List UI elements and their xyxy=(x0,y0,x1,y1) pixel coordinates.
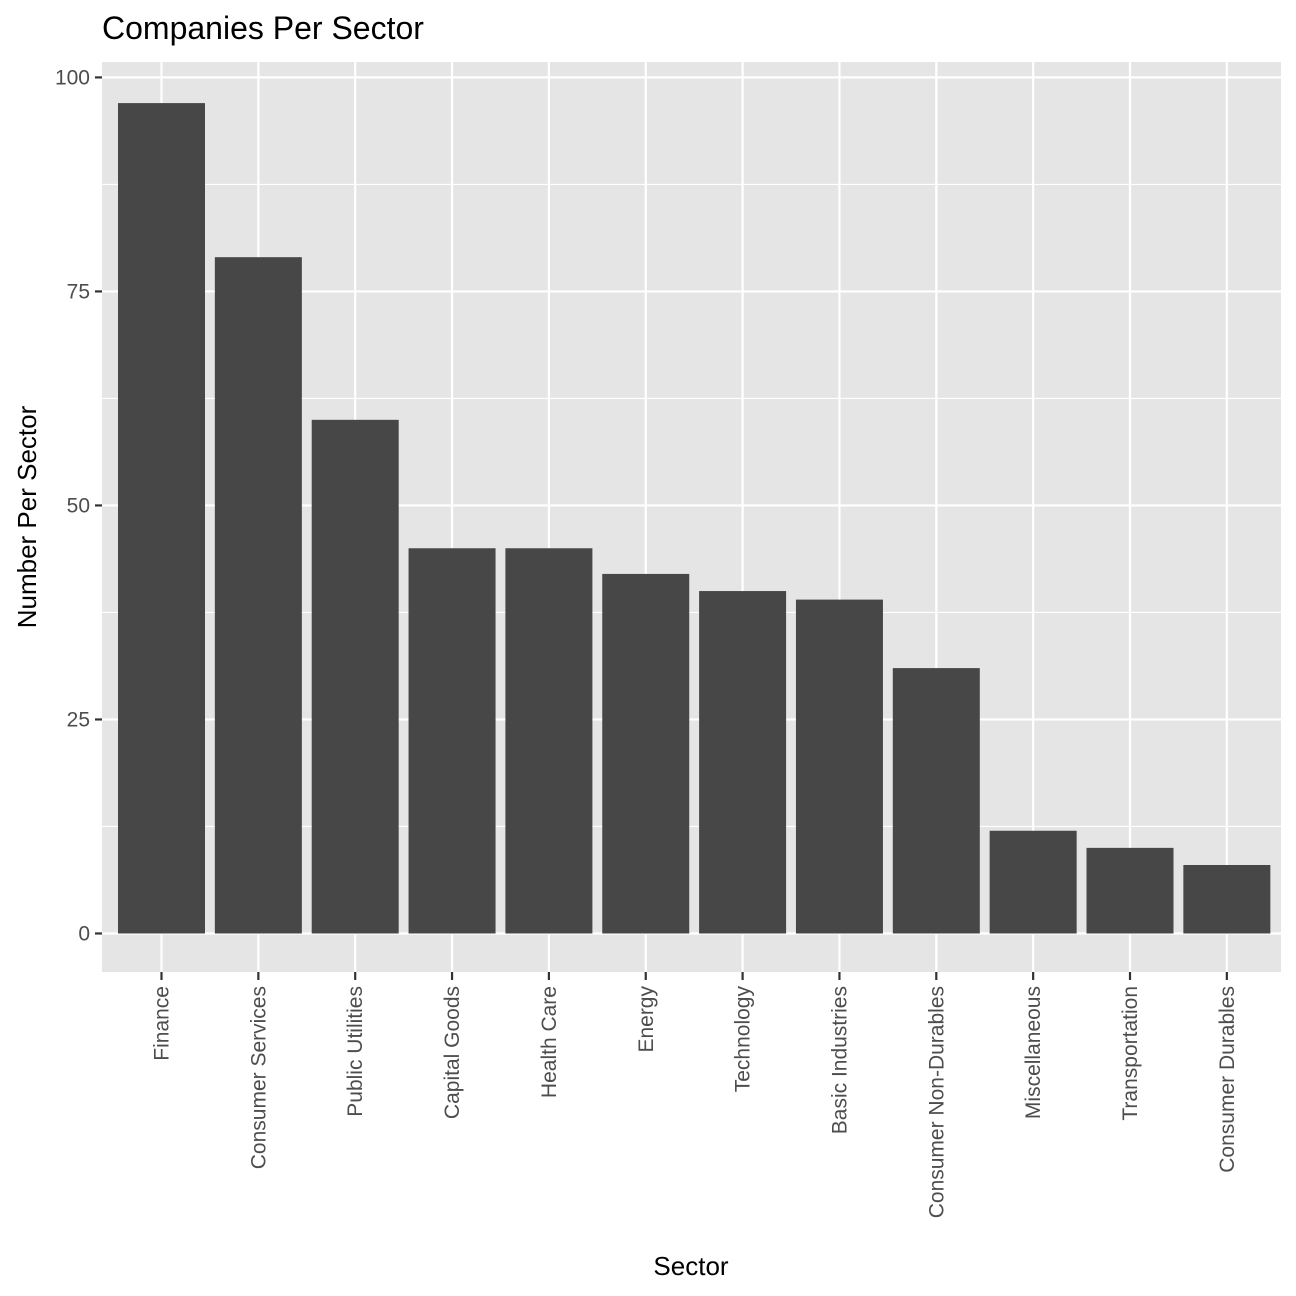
x-tick-label: Health Care xyxy=(538,986,561,1098)
chart-title: Companies Per Sector xyxy=(102,10,424,46)
bar xyxy=(795,599,883,934)
x-tick-label: Finance xyxy=(151,986,174,1061)
bar xyxy=(699,591,787,934)
bar xyxy=(892,668,980,934)
bar xyxy=(1086,847,1174,934)
bars xyxy=(118,103,1271,934)
bar xyxy=(214,257,302,934)
bar xyxy=(989,830,1077,934)
bar xyxy=(118,103,205,934)
x-tick-label: Public Utilities xyxy=(344,986,367,1117)
y-tick-label: 75 xyxy=(67,280,90,303)
y-axis-title: Number Per Sector xyxy=(12,405,42,628)
x-tick-label: Energy xyxy=(635,986,658,1053)
x-axis: Finance Consumer Services Public Utilities… xyxy=(151,972,1239,1218)
x-tick-label: Basic Industries xyxy=(828,986,851,1134)
y-tick-label: 0 xyxy=(78,922,90,945)
x-tick-label: Technology xyxy=(732,986,755,1093)
y-axis: 0 25 50 75 100 xyxy=(55,66,102,945)
x-axis-title: Sector xyxy=(653,1251,728,1281)
y-tick-label: 100 xyxy=(55,66,90,89)
bar xyxy=(1183,864,1271,934)
x-tick-label: Consumer Services xyxy=(247,986,270,1169)
x-tick-label: Transportation xyxy=(1119,986,1142,1121)
x-tick-label: Consumer Non-Durables xyxy=(925,986,948,1218)
bar xyxy=(602,573,690,934)
x-tick-label: Capital Goods xyxy=(441,986,464,1119)
y-tick-label: 50 xyxy=(67,494,90,517)
bar xyxy=(408,548,496,934)
bar xyxy=(311,419,399,934)
bar xyxy=(505,548,593,934)
x-tick-label: Consumer Durables xyxy=(1216,986,1239,1173)
y-tick-label: 25 xyxy=(67,708,90,731)
x-tick-label: Miscellaneous xyxy=(1022,986,1045,1119)
